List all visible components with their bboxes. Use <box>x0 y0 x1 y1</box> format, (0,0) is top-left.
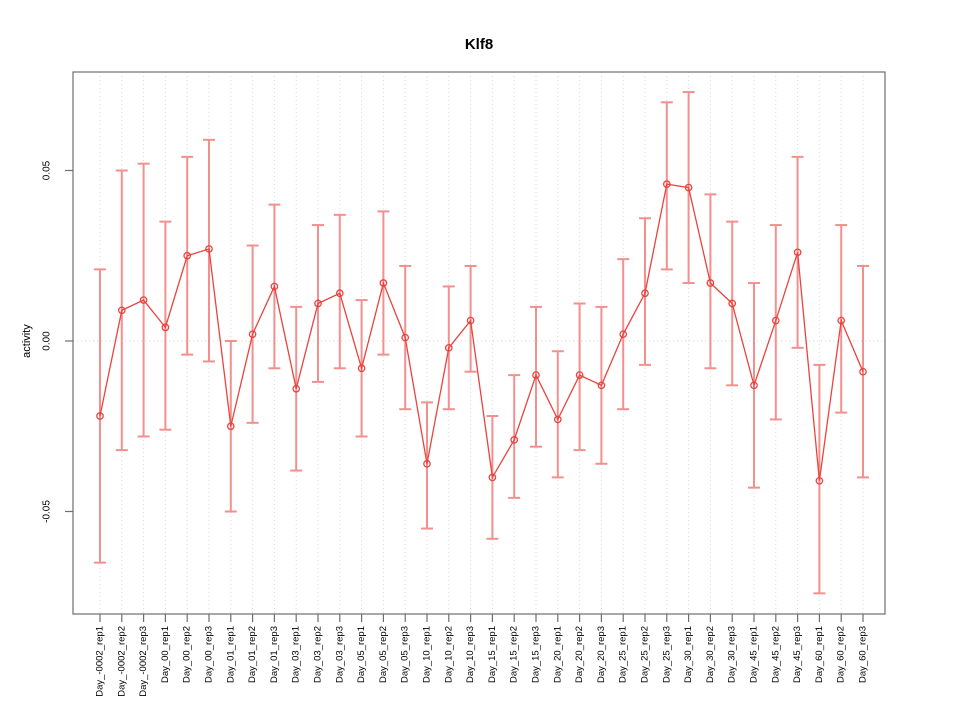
data-point <box>641 289 649 298</box>
x-tick-label: Day_01_rep2 <box>247 626 258 683</box>
x-tick-label: Day_60_rep1 <box>814 626 825 683</box>
x-tick-label: Day_00_rep3 <box>204 626 215 683</box>
data-point <box>335 289 344 298</box>
data-point <box>270 282 279 291</box>
x-tick-label: Day_-0002_rep3 <box>138 626 149 697</box>
series-line <box>99 183 864 481</box>
x-tick-label: Day_15_rep3 <box>531 626 542 683</box>
x-tick-label: Day_25_rep1 <box>618 626 629 683</box>
x-tick-label: Day_00_rep2 <box>182 626 193 683</box>
data-point <box>314 299 322 308</box>
data-point <box>96 412 104 420</box>
x-tick-label: Day_45_rep3 <box>792 626 803 683</box>
x-tick-label: Day_30_rep3 <box>727 626 738 683</box>
x-tick-label: Day_45_rep2 <box>770 626 781 683</box>
data-point <box>161 323 170 332</box>
data-point <box>423 459 431 468</box>
data-point <box>793 248 802 257</box>
x-tick-label: Day_30_rep1 <box>683 626 694 683</box>
x-tick-label: Day_05_rep3 <box>400 626 411 683</box>
data-point <box>619 330 628 339</box>
data-point <box>553 415 562 424</box>
x-tick-label: Day_15_rep1 <box>487 626 498 683</box>
data-point <box>226 422 235 431</box>
x-tick-label: Day_60_rep2 <box>836 626 847 683</box>
data-point <box>532 371 540 379</box>
y-tick-label: -0.05 <box>42 500 53 523</box>
x-tick-label: Day_20_rep1 <box>552 626 563 683</box>
data-point <box>139 296 148 304</box>
data-point <box>117 306 126 315</box>
data-point <box>684 183 693 192</box>
x-tick-label: Day_15_rep2 <box>509 626 520 683</box>
y-tick-label: 0.05 <box>42 160 53 180</box>
data-point <box>510 436 519 444</box>
data-point <box>815 476 824 485</box>
data-point <box>205 245 213 253</box>
data-point <box>859 367 867 376</box>
data-point <box>706 279 715 287</box>
x-tick-label: Day_10_rep2 <box>443 626 454 683</box>
data-point <box>488 473 497 482</box>
x-tick-label: Day_10_rep3 <box>465 626 476 683</box>
x-tick-label: Day_30_rep2 <box>705 626 716 683</box>
x-tick-label: Day_03_rep2 <box>313 626 324 683</box>
plot-border <box>72 71 886 615</box>
data-point <box>662 180 671 188</box>
data-point <box>597 381 606 390</box>
data-point <box>771 316 780 325</box>
chart-title: Klf8 <box>464 36 494 53</box>
data-point <box>466 316 475 325</box>
x-tick-label: Day_25_rep2 <box>640 626 651 683</box>
x-tick-label: Day_03_rep3 <box>334 626 345 683</box>
y-tick-label: 0.00 <box>42 331 53 351</box>
x-tick-label: Day_20_rep2 <box>574 626 585 683</box>
x-tick-label: Day_25_rep3 <box>661 626 672 683</box>
data-point <box>357 364 366 373</box>
x-tick-label: Day_45_rep1 <box>749 626 760 683</box>
data-point <box>183 251 192 260</box>
x-tick-label: Day_-0002_rep2 <box>116 626 127 697</box>
x-tick-label: Day_01_rep3 <box>269 626 280 683</box>
data-point <box>292 384 301 393</box>
data-point <box>575 371 584 379</box>
x-tick-label: Day_05_rep2 <box>378 626 389 683</box>
x-tick-label: Day_05_rep1 <box>356 626 367 683</box>
data-point <box>728 299 737 308</box>
data-point <box>379 279 388 287</box>
x-tick-label: Day_00_rep1 <box>160 626 171 683</box>
data-point <box>837 316 846 325</box>
x-tick-label: Day_-0002_rep1 <box>95 626 106 697</box>
data-point <box>401 333 410 342</box>
data-point <box>444 343 453 352</box>
x-tick-label: Day_20_rep3 <box>596 626 607 683</box>
x-tick-label: Day_01_rep1 <box>225 626 236 683</box>
x-tick-label: Day_03_rep1 <box>291 626 302 683</box>
data-point <box>248 330 257 339</box>
data-point <box>750 381 758 390</box>
x-tick-label: Day_10_rep1 <box>422 626 433 683</box>
x-tick-label: Day_60_rep3 <box>858 626 869 683</box>
